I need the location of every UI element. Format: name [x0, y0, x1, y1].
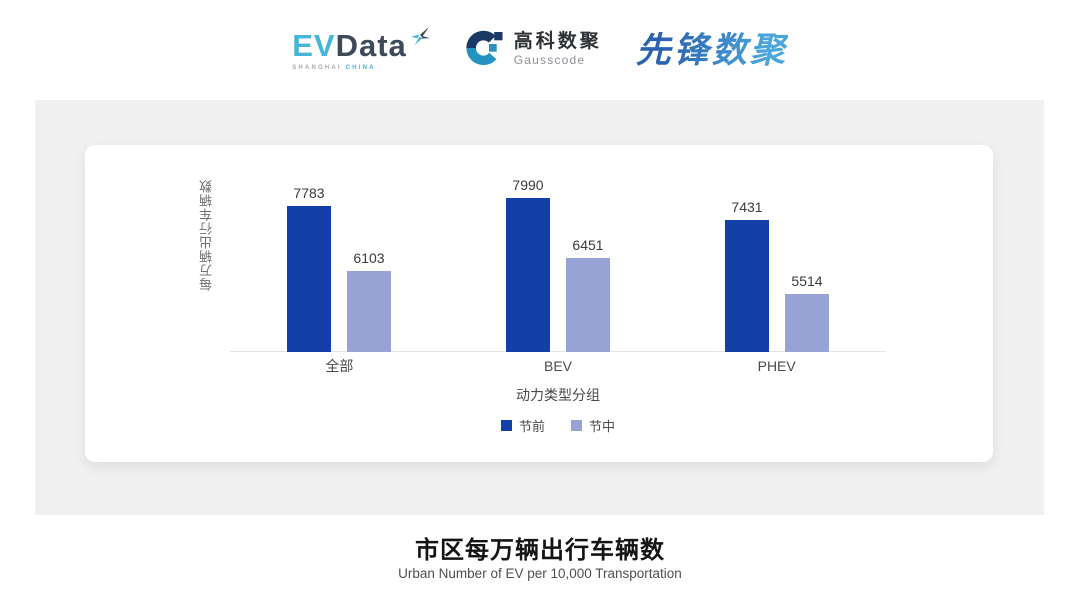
- bar-value-label: 6103: [353, 250, 385, 266]
- header-logo-bar: EV Data SHANGHAI CHINA: [0, 0, 1080, 100]
- evdata-wordmark: EV Data: [292, 26, 431, 63]
- evdata-logo: EV Data SHANGHAI CHINA: [292, 26, 431, 71]
- pioneer-logo: 先锋数聚: [635, 30, 788, 70]
- bar-节前-全部: [287, 206, 331, 352]
- legend-swatch: [500, 420, 512, 431]
- chart-caption-subtitle: Urban Number of EV per 10,000 Transporta…: [398, 566, 682, 581]
- legend-item-节前: 节前: [500, 416, 545, 435]
- category-axis: 全部 BEV PHEV: [230, 357, 886, 375]
- bar-value-label: 7431: [731, 199, 763, 215]
- bar-节前-BEV: [506, 198, 550, 352]
- evdata-subtext: SHANGHAI CHINA: [292, 65, 431, 71]
- gausscode-en-text: Gausscode: [513, 53, 586, 68]
- bar-value-label: 7990: [512, 177, 544, 193]
- pioneer-logo-text: 先锋数聚: [635, 30, 788, 70]
- category-label-BEV: BEV: [544, 358, 573, 374]
- bar-节中-BEV: [566, 258, 610, 352]
- pinwheel-x-icon: [409, 26, 431, 50]
- evdata-subtext-shanghai: SHANGHAI: [292, 64, 342, 71]
- gausscode-g-icon: [465, 28, 505, 73]
- legend-swatch: [571, 420, 582, 431]
- x-axis-line: [230, 351, 886, 352]
- category-label-PHEV: PHEV: [757, 358, 796, 374]
- legend-label: 节中: [589, 419, 616, 434]
- bar-value-label: 5514: [791, 273, 823, 289]
- gausscode-text-block: 高科数聚 Gausscode: [514, 32, 602, 67]
- legend-label: 节前: [518, 419, 545, 434]
- legend: 节前 节中: [230, 416, 886, 435]
- gausscode-cn-text: 高科数聚: [513, 31, 602, 53]
- evdata-data-text: Data: [335, 27, 407, 63]
- evdata-ev-text: EV: [292, 27, 336, 63]
- bar-value-label: 6451: [572, 237, 604, 253]
- legend-item-节中: 节中: [571, 416, 615, 435]
- plot-area: 7783 6103 7990 6451 7431 5514: [230, 145, 886, 352]
- evdata-subtext-china: CHINA: [345, 64, 376, 71]
- x-axis-title: 动力类型分组: [516, 387, 600, 403]
- chart-card: 每万辆出行车辆数 7783 6103 7990 6451 7431 5514 全部 BEV P…: [85, 145, 993, 462]
- bar-节中-全部: [347, 271, 391, 352]
- gausscode-logo: 高科数聚 Gausscode: [465, 28, 602, 73]
- y-axis-label: 每万辆出行车辆数: [199, 179, 214, 291]
- bar-节中-PHEV: [785, 294, 829, 352]
- chart-caption-title: 市区每万辆出行车辆数: [415, 537, 665, 564]
- bar-节前-PHEV: [725, 220, 769, 352]
- bar-value-label: 7783: [293, 185, 325, 201]
- category-label-全部: 全部: [325, 358, 354, 374]
